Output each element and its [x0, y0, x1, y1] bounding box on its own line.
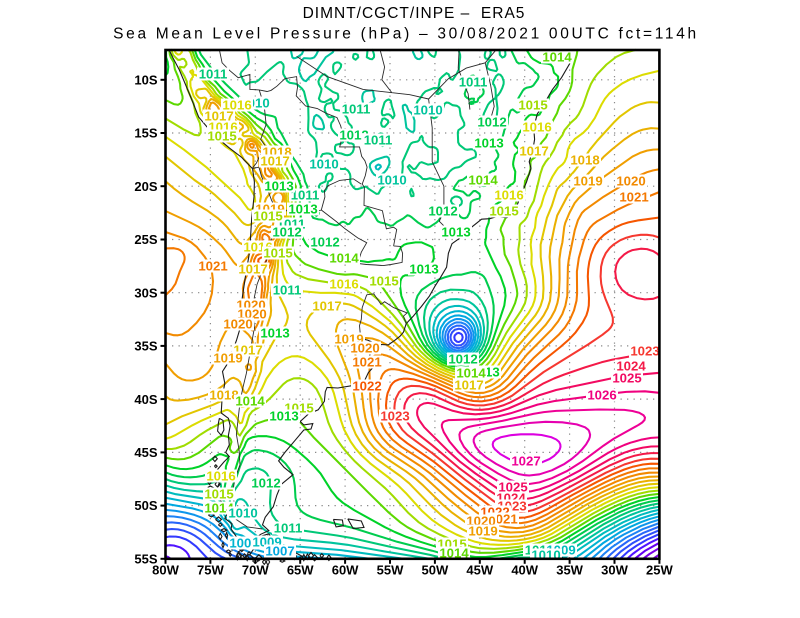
svg-text:1011: 1011: [364, 133, 393, 148]
svg-text:1014: 1014: [329, 251, 359, 266]
svg-text:50S: 50S: [134, 498, 157, 513]
svg-text:1013: 1013: [260, 326, 289, 341]
svg-text:35S: 35S: [134, 339, 157, 354]
svg-text:1014: 1014: [439, 546, 469, 561]
svg-text:1015: 1015: [489, 204, 518, 219]
svg-text:1010: 1010: [228, 506, 257, 521]
svg-text:1019: 1019: [573, 174, 602, 189]
svg-text:1010: 1010: [413, 103, 442, 118]
svg-text:80W: 80W: [152, 563, 179, 578]
svg-text:1011: 1011: [199, 67, 228, 82]
svg-text:1010: 1010: [309, 157, 338, 172]
svg-text:1013: 1013: [288, 202, 317, 217]
svg-text:1020: 1020: [223, 317, 252, 332]
svg-text:1021: 1021: [352, 355, 381, 370]
svg-text:1015: 1015: [253, 209, 282, 224]
svg-text:1016: 1016: [494, 188, 523, 203]
svg-text:30W: 30W: [601, 563, 628, 578]
svg-text:1013: 1013: [269, 409, 298, 424]
svg-text:1015: 1015: [263, 246, 292, 261]
svg-text:1013: 1013: [409, 262, 438, 277]
svg-text:1011: 1011: [273, 283, 302, 298]
svg-text:1020: 1020: [350, 341, 379, 356]
svg-text:1022: 1022: [352, 379, 381, 394]
svg-text:1012: 1012: [448, 352, 477, 367]
svg-text:1017: 1017: [519, 144, 548, 159]
svg-text:25S: 25S: [134, 232, 157, 247]
svg-text:1007: 1007: [265, 544, 294, 559]
svg-text:50W: 50W: [422, 563, 449, 578]
svg-text:60W: 60W: [332, 563, 359, 578]
svg-text:1021: 1021: [198, 259, 227, 274]
svg-text:1017: 1017: [238, 262, 267, 277]
svg-text:1011: 1011: [291, 188, 320, 203]
svg-text:45S: 45S: [134, 445, 157, 460]
svg-text:75W: 75W: [197, 563, 224, 578]
svg-text:Sea Mean Level Pressure (hPa): Sea Mean Level Pressure (hPa) – 30/08/20…: [113, 26, 699, 43]
svg-text:55W: 55W: [377, 563, 404, 578]
svg-text:1016: 1016: [206, 469, 235, 484]
svg-text:1013: 1013: [264, 179, 293, 194]
svg-text:1016: 1016: [522, 120, 551, 135]
svg-text:1017: 1017: [204, 109, 233, 124]
svg-text:1011: 1011: [342, 102, 371, 117]
svg-text:1018: 1018: [570, 153, 599, 168]
svg-text:1015: 1015: [207, 129, 236, 144]
svg-text:1011: 1011: [274, 521, 303, 536]
svg-text:1019: 1019: [468, 524, 497, 539]
svg-text:55S: 55S: [134, 551, 157, 566]
svg-text:65W: 65W: [287, 563, 314, 578]
svg-text:1017: 1017: [454, 378, 483, 393]
svg-text:1017: 1017: [312, 299, 341, 314]
svg-text:1012: 1012: [477, 115, 506, 130]
svg-text:1011: 1011: [459, 75, 488, 90]
svg-text:1014: 1014: [468, 173, 498, 188]
svg-text:1023: 1023: [380, 409, 409, 424]
svg-text:1012: 1012: [272, 225, 301, 240]
svg-text:1012: 1012: [251, 476, 280, 491]
svg-text:35W: 35W: [556, 563, 583, 578]
svg-text:1027: 1027: [511, 454, 540, 469]
svg-text:1023: 1023: [630, 344, 659, 359]
svg-text:15S: 15S: [134, 126, 157, 141]
svg-text:30S: 30S: [134, 285, 157, 300]
svg-text:1015: 1015: [204, 487, 233, 502]
svg-text:1019: 1019: [213, 351, 242, 366]
svg-text:1017: 1017: [260, 154, 289, 169]
svg-text:1014: 1014: [456, 366, 486, 381]
svg-text:1012: 1012: [428, 204, 457, 219]
svg-text:1025: 1025: [612, 371, 641, 386]
svg-text:1016: 1016: [329, 277, 358, 292]
svg-text:20S: 20S: [134, 179, 157, 194]
svg-text:1010: 1010: [531, 548, 560, 563]
svg-text:1018: 1018: [209, 388, 238, 403]
svg-text:1012: 1012: [310, 235, 339, 250]
svg-text:1014: 1014: [204, 501, 234, 516]
svg-text:40W: 40W: [511, 563, 538, 578]
svg-text:1026: 1026: [587, 388, 616, 403]
svg-text:25W: 25W: [646, 563, 673, 578]
svg-text:DIMNT/CGCT/INPE – ERA5: DIMNT/CGCT/INPE – ERA5: [303, 5, 526, 22]
svg-text:1025: 1025: [498, 480, 527, 495]
svg-text:1012: 1012: [339, 128, 368, 143]
svg-text:1014: 1014: [542, 50, 572, 65]
svg-text:1024: 1024: [616, 359, 646, 374]
svg-text:1020: 1020: [616, 174, 645, 189]
svg-text:1013: 1013: [474, 136, 503, 151]
svg-text:10S: 10S: [134, 72, 157, 87]
svg-text:45W: 45W: [466, 563, 493, 578]
svg-text:70W: 70W: [242, 563, 269, 578]
svg-text:1021: 1021: [619, 190, 648, 205]
svg-text:1013: 1013: [441, 225, 470, 240]
svg-text:1010: 1010: [377, 173, 406, 188]
svg-text:1016: 1016: [222, 98, 251, 113]
svg-text:1014: 1014: [235, 394, 265, 409]
svg-text:1015: 1015: [369, 274, 398, 289]
svg-text:1015: 1015: [518, 98, 547, 113]
svg-text:40S: 40S: [134, 392, 157, 407]
